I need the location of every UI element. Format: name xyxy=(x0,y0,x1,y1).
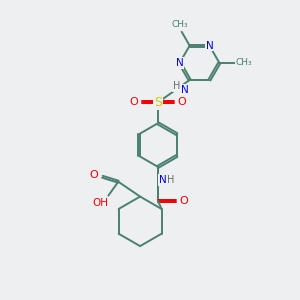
Text: N: N xyxy=(159,175,167,185)
Text: O: O xyxy=(177,98,186,107)
Text: O: O xyxy=(179,196,188,206)
Text: O: O xyxy=(130,98,139,107)
Text: H: H xyxy=(167,175,175,185)
Text: S: S xyxy=(154,96,162,109)
Text: OH: OH xyxy=(92,199,109,208)
Text: N: N xyxy=(159,175,167,185)
Text: O: O xyxy=(89,170,98,180)
Text: H: H xyxy=(168,175,176,185)
Text: H: H xyxy=(173,81,180,91)
Text: CH₃: CH₃ xyxy=(236,58,252,67)
Text: N: N xyxy=(181,85,189,95)
Text: CH₃: CH₃ xyxy=(171,20,188,29)
Text: N: N xyxy=(176,58,184,68)
Text: N: N xyxy=(206,41,213,51)
